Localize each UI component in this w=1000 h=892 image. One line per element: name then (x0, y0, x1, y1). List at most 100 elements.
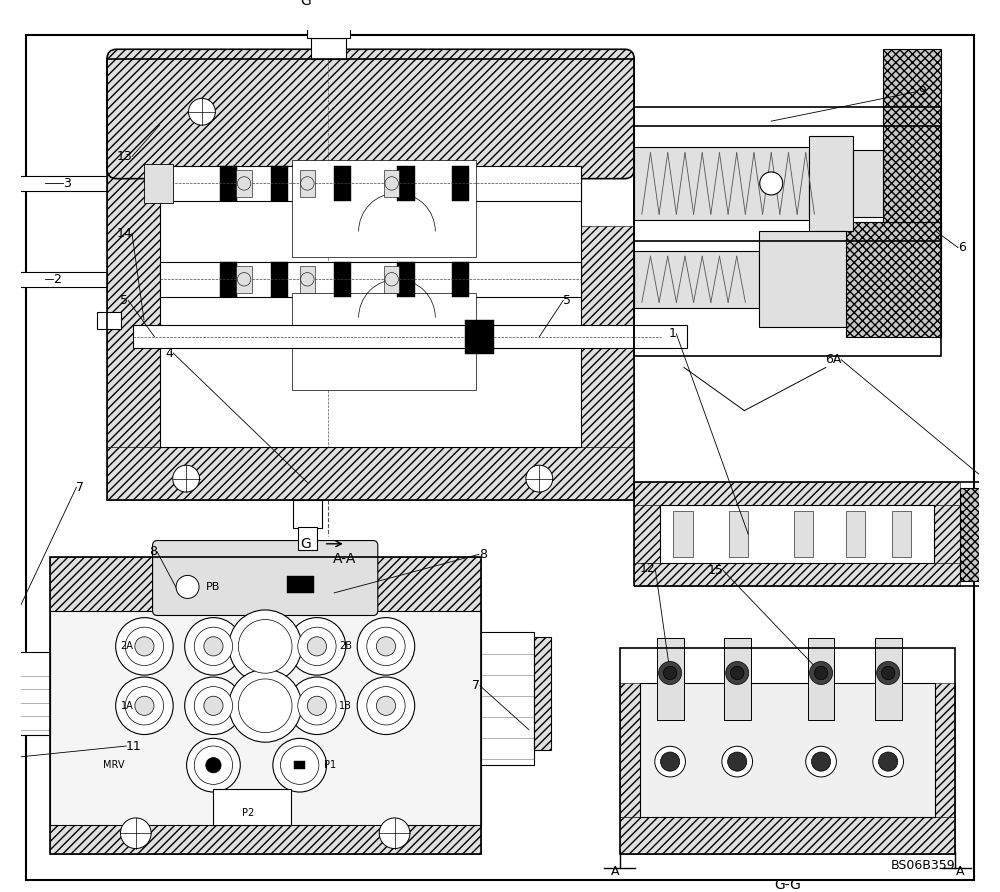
Bar (657, 638, 684, 721)
Circle shape (116, 677, 173, 734)
Circle shape (879, 752, 898, 772)
Bar (809, 136, 853, 231)
Bar (107, 156, 160, 447)
Text: 2B: 2B (339, 641, 352, 651)
Bar (534, 638, 551, 750)
Bar (634, 483, 1000, 586)
Circle shape (385, 177, 398, 190)
Bar (0, 170, 11, 174)
Circle shape (206, 757, 221, 772)
Circle shape (135, 637, 154, 656)
Circle shape (307, 696, 327, 715)
Bar (294, 762, 305, 769)
Bar (875, 638, 902, 721)
Circle shape (135, 696, 154, 715)
Circle shape (281, 746, 319, 784)
Circle shape (185, 677, 242, 734)
Bar (794, 511, 813, 557)
Bar (634, 251, 759, 308)
Circle shape (204, 696, 223, 715)
Circle shape (237, 273, 251, 286)
Text: 2A: 2A (121, 641, 134, 651)
Circle shape (125, 627, 164, 665)
Text: 2: 2 (53, 273, 61, 285)
Circle shape (655, 747, 685, 777)
Bar (883, 49, 941, 260)
Text: 1: 1 (669, 327, 676, 341)
Bar (581, 227, 634, 447)
Bar (660, 505, 934, 563)
Bar (452, 262, 469, 296)
Circle shape (814, 666, 828, 680)
Circle shape (301, 177, 314, 190)
Circle shape (120, 818, 151, 848)
Bar (634, 483, 960, 505)
Bar (0, 289, 11, 293)
Circle shape (376, 696, 396, 715)
Circle shape (116, 617, 173, 675)
Bar (960, 488, 1000, 581)
Bar (481, 632, 534, 765)
Circle shape (229, 610, 302, 682)
Bar (50, 824, 481, 855)
Text: 7: 7 (76, 481, 84, 494)
Bar (673, 511, 693, 557)
Circle shape (229, 669, 302, 742)
Bar (160, 166, 581, 201)
Bar (759, 231, 846, 327)
Circle shape (873, 747, 903, 777)
Text: P1: P1 (324, 760, 336, 770)
Bar (853, 150, 883, 217)
Bar (107, 59, 634, 156)
Bar (808, 638, 834, 721)
Text: G: G (300, 537, 311, 550)
Bar (107, 447, 634, 500)
Bar (144, 164, 173, 202)
Bar (620, 683, 640, 817)
Bar (11, 272, 107, 287)
Text: MRV: MRV (103, 760, 125, 770)
Text: 1B: 1B (339, 701, 352, 711)
Bar (0, 266, 11, 269)
Text: A: A (611, 865, 619, 878)
Bar (634, 563, 960, 586)
Text: 4: 4 (165, 347, 173, 359)
Circle shape (659, 662, 682, 684)
Text: 15: 15 (708, 564, 724, 577)
Text: 9: 9 (918, 85, 926, 98)
Bar (298, 526, 317, 549)
Bar (384, 266, 399, 293)
Text: G: G (300, 0, 311, 8)
Text: P2: P2 (242, 808, 254, 818)
FancyBboxPatch shape (153, 541, 378, 615)
Bar (50, 558, 481, 855)
Circle shape (722, 747, 753, 777)
Bar (220, 262, 237, 296)
Bar (133, 326, 687, 348)
Text: 8: 8 (149, 545, 157, 558)
Bar (50, 558, 481, 611)
Bar (634, 107, 941, 356)
Bar (300, 170, 315, 197)
Circle shape (288, 677, 346, 734)
Bar (292, 293, 476, 390)
Bar (271, 166, 288, 201)
Text: 14: 14 (116, 227, 132, 240)
Bar (160, 262, 581, 296)
Text: 13: 13 (116, 150, 132, 163)
Circle shape (728, 752, 747, 772)
Bar (634, 505, 660, 563)
Text: 1A: 1A (121, 701, 134, 711)
Bar (729, 511, 748, 557)
Circle shape (881, 666, 895, 680)
Circle shape (273, 739, 327, 792)
Bar (11, 176, 107, 191)
Circle shape (661, 752, 680, 772)
Bar (0, 178, 11, 182)
Bar (271, 262, 288, 296)
Bar (160, 156, 581, 447)
Text: 11: 11 (126, 739, 142, 753)
Bar (293, 500, 322, 528)
Bar (307, 24, 350, 37)
Circle shape (376, 637, 396, 656)
